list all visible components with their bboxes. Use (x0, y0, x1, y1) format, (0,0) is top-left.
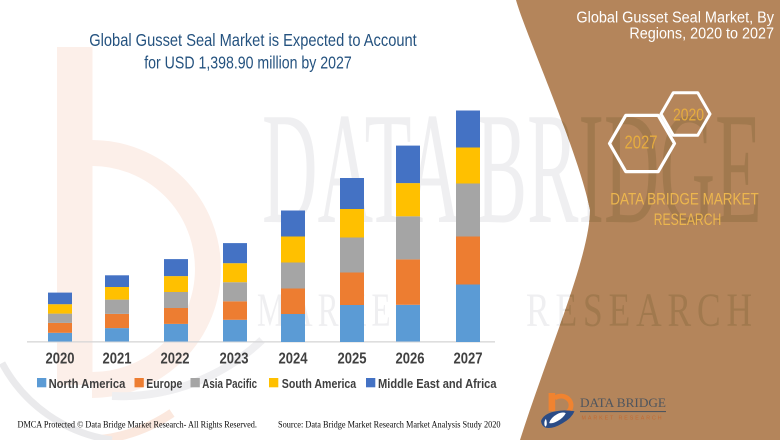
svg-text:2020: 2020 (673, 105, 704, 125)
svg-text:Source: Data Bridge Market Res: Source: Data Bridge Market Research Mark… (278, 420, 501, 430)
svg-text:2020: 2020 (46, 351, 75, 368)
svg-text:2026: 2026 (396, 351, 425, 368)
svg-text:Asia Pacific: Asia Pacific (202, 376, 257, 391)
svg-text:DATA BRIDGE: DATA BRIDGE (580, 395, 666, 410)
svg-text:Regions, 2020 to 2027: Regions, 2020 to 2027 (629, 26, 774, 43)
svg-text:2027: 2027 (454, 351, 483, 368)
svg-text:RESEARCH: RESEARCH (654, 211, 722, 229)
svg-text:MARKET RESEARCH: MARKET RESEARCH (582, 415, 664, 421)
svg-text:South America: South America (282, 376, 357, 391)
svg-text:2024: 2024 (279, 351, 308, 368)
svg-text:Global Gusset Seal Market, By: Global Gusset Seal Market, By (576, 10, 774, 27)
svg-text:DATA BRIDGE MARKET: DATA BRIDGE MARKET (610, 191, 759, 209)
svg-text:DMCA Protected © Data Bridge M: DMCA Protected © Data Bridge Market Rese… (18, 419, 258, 430)
svg-text:2027: 2027 (625, 132, 658, 153)
svg-text:2023: 2023 (220, 351, 249, 368)
svg-text:Middle East and Africa: Middle East and Africa (378, 376, 497, 391)
svg-text:Global Gusset Seal Market is E: Global Gusset Seal Market is Expected to… (89, 30, 417, 50)
svg-text:2021: 2021 (103, 351, 132, 368)
svg-text:for USD 1,398.90 million by 20: for USD 1,398.90 million by 2027 (144, 53, 352, 73)
svg-text:North America: North America (49, 376, 126, 391)
svg-text:Europe: Europe (146, 376, 182, 391)
svg-text:2025: 2025 (338, 351, 367, 368)
svg-text:2022: 2022 (161, 351, 190, 368)
